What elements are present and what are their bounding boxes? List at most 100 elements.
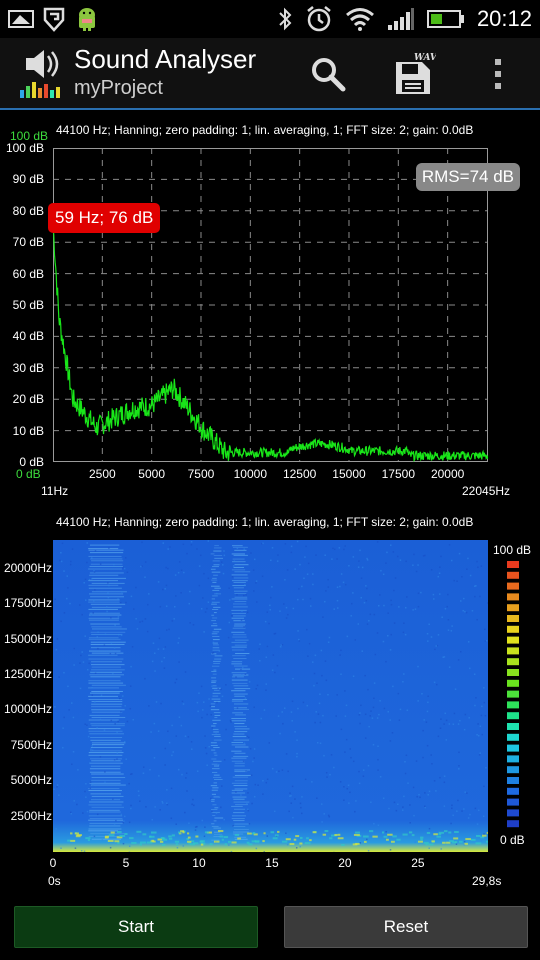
spectrogram-speckle — [217, 687, 219, 690]
spectrogram-streak — [212, 635, 220, 637]
spectrogram-speckle — [201, 819, 204, 822]
spectrogram-speckle — [104, 633, 107, 636]
spectrogram-speckle — [428, 790, 431, 793]
start-button[interactable]: Start — [14, 906, 258, 948]
spectrogram-lowband — [485, 840, 488, 843]
spectrogram-speckle — [314, 654, 317, 657]
spectrogram-speckle — [162, 802, 164, 804]
spectrogram-speckle — [85, 796, 87, 798]
spectrogram-streak — [88, 608, 118, 610]
spectrogram-streak — [234, 765, 245, 767]
spectrogram-plot[interactable] — [53, 540, 488, 852]
spectrogram-lowband — [191, 840, 195, 843]
spectrogram-streak — [212, 608, 219, 610]
spectrogram-speckle — [165, 629, 168, 631]
spectrogram-speckle — [333, 548, 336, 551]
spectrogram-speckle — [279, 646, 282, 648]
spectrogram-streak — [212, 577, 217, 579]
spectrogram-speckle — [203, 701, 205, 703]
spectrogram-speckle — [263, 709, 266, 711]
spectrogram-speckle — [276, 664, 279, 667]
spectrogram-speckle — [255, 847, 258, 850]
spectrogram-speckle — [404, 760, 406, 763]
spectrogram-streak — [212, 728, 219, 730]
spectrogram-speckle — [175, 678, 178, 681]
spectrogram-streak — [232, 712, 244, 714]
spectrogram-streak — [213, 723, 217, 725]
spectrogram-lowband — [281, 840, 288, 843]
spectrogram-speckle — [117, 598, 119, 600]
spectrogram-speckle — [306, 704, 309, 707]
spectrogram-streak — [88, 682, 124, 684]
spectrogram-streak — [212, 771, 218, 773]
spectrogram-speckle — [337, 835, 339, 838]
spectrogram-streak — [213, 689, 220, 691]
spectrogram-speckle — [157, 648, 160, 650]
spectrogram-speckle — [107, 592, 109, 594]
spectrum-x-tick-label: 20000 — [430, 467, 465, 481]
spectrogram-speckle — [266, 611, 269, 613]
spectrogram-speckle — [204, 735, 206, 737]
spectrogram-speckle — [417, 592, 420, 595]
spectrogram-speckle — [217, 763, 220, 766]
spectrogram-streak — [234, 708, 250, 710]
spectrogram-streak — [212, 673, 217, 675]
spectrogram-streak — [91, 560, 124, 562]
spectrogram-streak — [234, 695, 245, 697]
spectrogram-speckle — [157, 581, 160, 583]
spectrogram-speckle — [158, 775, 160, 777]
spectrogram-speckle — [94, 701, 96, 703]
spectrogram-speckle — [202, 709, 204, 711]
spectrogram-speckle — [134, 834, 136, 837]
spectrogram-speckle — [397, 692, 400, 695]
spectrogram-speckle — [415, 760, 418, 762]
spectrogram-lowband — [452, 841, 457, 844]
spectrogram-speckle — [56, 784, 59, 786]
spectrogram-speckle — [482, 815, 485, 818]
spectrogram-speckle — [349, 748, 351, 750]
spectrogram-streak — [89, 768, 121, 770]
spectrogram-streak — [213, 669, 217, 671]
spectrogram-speckle — [122, 842, 125, 845]
spectrogram-speckle — [80, 654, 82, 657]
spectrogram-speckle — [365, 599, 368, 602]
spectrogram-speckle — [270, 596, 272, 599]
spectrogram-speckle — [122, 566, 124, 569]
spectrum-x-min: 11Hz — [41, 484, 69, 498]
spectrogram-speckle — [370, 710, 372, 712]
spectrogram-streak — [91, 666, 121, 668]
spectrogram-speckle — [236, 707, 239, 709]
spectrum-level-top: 100 dB — [10, 129, 49, 143]
spectrogram-speckle — [389, 849, 392, 851]
spectrogram-streak — [231, 760, 245, 762]
color-scale-step — [507, 777, 519, 784]
spectrogram-speckle — [185, 772, 188, 774]
spectrogram-lowband — [476, 834, 481, 837]
color-scale-step — [507, 798, 519, 806]
spectrogram-speckle — [243, 742, 246, 744]
spectrogram-speckle — [294, 731, 296, 733]
save-wav-button[interactable]: WAV — [392, 52, 436, 96]
spectrogram-streak — [234, 644, 248, 646]
spectrogram-speckle — [171, 754, 173, 757]
spectrogram-streak — [88, 548, 119, 550]
spectrogram-speckle — [165, 566, 167, 569]
spectrogram-speckle — [131, 646, 134, 648]
spectrogram-speckle — [271, 586, 273, 588]
reset-button[interactable]: Reset — [284, 906, 528, 948]
spectrogram-speckle — [461, 576, 463, 578]
spectrogram-streak — [91, 773, 124, 775]
spectrum-plot[interactable] — [53, 148, 488, 462]
spectrogram-speckle — [483, 833, 485, 835]
spectrogram-speckle — [120, 634, 123, 637]
save-wav-icon: WAV — [396, 53, 436, 94]
spectrogram-info: 44100 Hz; Hanning; zero padding: 1; lin.… — [56, 515, 474, 529]
spectrogram-streak — [212, 768, 220, 770]
spectrogram-speckle — [448, 544, 451, 546]
spectrogram-speckle — [132, 718, 134, 721]
search-button[interactable] — [306, 52, 350, 96]
overflow-menu-button[interactable] — [476, 52, 520, 96]
spectrogram-streak — [232, 796, 247, 798]
spectrogram-lowband — [299, 842, 303, 845]
spectrogram-speckle — [298, 638, 300, 641]
